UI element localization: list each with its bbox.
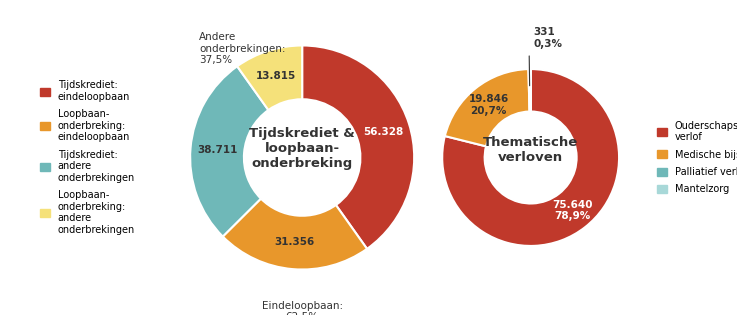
Text: 331
0,3%: 331 0,3% — [534, 27, 562, 49]
Wedge shape — [190, 66, 268, 237]
Text: 13.815: 13.815 — [256, 72, 296, 81]
Text: 75.640
78,9%: 75.640 78,9% — [552, 200, 593, 221]
Wedge shape — [528, 69, 531, 112]
Text: Eindeloopbaan:
62,5%: Eindeloopbaan: 62,5% — [262, 301, 343, 315]
Text: 56.328: 56.328 — [363, 127, 403, 137]
Wedge shape — [237, 45, 302, 110]
Legend: Ouderschaps-
verlof, Medische bijstand, Palliatief verlof, Mantelzorg: Ouderschaps- verlof, Medische bijstand, … — [657, 121, 737, 194]
Text: 38.711: 38.711 — [197, 145, 237, 155]
Text: Andere
onderbrekingen:
37,5%: Andere onderbrekingen: 37,5% — [199, 32, 286, 65]
Text: Tijdskrediet &
loopbaan-
onderbreking: Tijdskrediet & loopbaan- onderbreking — [249, 127, 355, 170]
Wedge shape — [445, 69, 529, 146]
Text: 31.356: 31.356 — [275, 237, 315, 247]
Text: Thematische
verloven: Thematische verloven — [483, 136, 579, 164]
Wedge shape — [442, 69, 619, 246]
Wedge shape — [302, 45, 414, 249]
Text: 19.846
20,7%: 19.846 20,7% — [469, 94, 509, 116]
Legend: Tijdskrediet:
eindeloopbaan, Loopbaan-
onderbreking:
eindeloopbaan, Tijdskrediet: Tijdskrediet: eindeloopbaan, Loopbaan- o… — [40, 80, 135, 235]
Wedge shape — [223, 198, 367, 270]
